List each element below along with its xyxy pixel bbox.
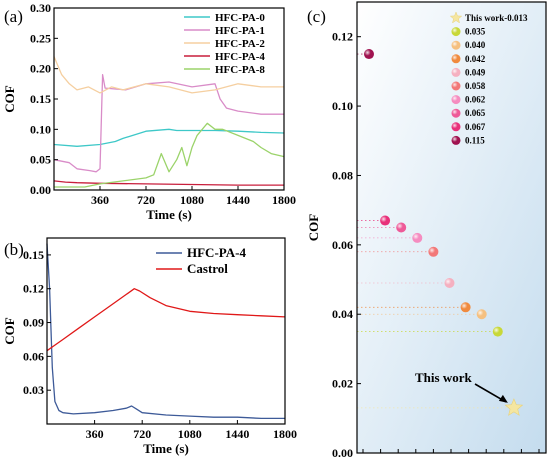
y-tick-label: 0.25 — [30, 31, 51, 45]
x-tick-label: 360 — [86, 427, 104, 441]
data-point-highlight — [364, 49, 374, 60]
panel-label: (a) — [4, 7, 23, 26]
plot-background — [357, 2, 546, 453]
x-tick-label: 720 — [133, 427, 151, 441]
legend-label: 0.040 — [465, 40, 486, 50]
x-tick-label: 1440 — [226, 193, 250, 207]
y-axis-label: COF — [2, 85, 17, 113]
y-tick-label: 0.15 — [30, 92, 51, 106]
y-tick-label: 0.05 — [30, 153, 51, 167]
data-point-highlight — [396, 222, 407, 233]
legend-swatch-highlight — [451, 81, 461, 91]
legend-swatch-highlight — [451, 108, 461, 118]
legend-label: 0.035 — [465, 27, 486, 37]
x-axis-label: Time (s) — [146, 207, 192, 222]
x-tick-label: 1080 — [180, 193, 204, 207]
y-tick-label: 0.20 — [30, 62, 51, 76]
series-line-hfc-pa-0 — [53, 128, 285, 147]
data-point-highlight — [412, 232, 423, 243]
x-tick-label: 1080 — [178, 427, 202, 441]
y-tick-label: 0.06 — [332, 238, 353, 252]
legend-label: HFC-PA-2 — [215, 38, 265, 50]
data-point-highlight — [476, 309, 487, 320]
legend-swatch-highlight — [451, 95, 461, 105]
series-line-castrol — [46, 288, 286, 352]
chart-panel-a: 360 720 1080 1440 1800 0.00 0.05 0.10 0.15 0.20 0.… — [2, 1, 296, 222]
plot-frame — [356, 1, 547, 454]
legend-label: 0.065 — [465, 108, 486, 118]
x-tick-label: 1800 — [273, 427, 297, 441]
y-tick-label: 0.10 — [332, 99, 353, 113]
data-point-star — [504, 398, 524, 416]
y-tick-label: 0.03 — [23, 383, 44, 397]
data-point-highlight — [492, 326, 503, 337]
y-tick-label: 0.12 — [332, 30, 353, 44]
legend-label: HFC-PA-0 — [215, 12, 265, 24]
y-tick-label: 0.00 — [30, 183, 51, 197]
legend-swatch-highlight — [451, 54, 461, 64]
y-tick-label: 0.06 — [23, 349, 44, 363]
series-line-hfc-pa-1 — [53, 74, 284, 173]
x-tick-label: 1440 — [225, 427, 249, 441]
data-point-highlight — [380, 215, 391, 226]
legend-label: This work-0.013 — [465, 13, 528, 23]
plot-frame — [46, 237, 286, 425]
legend-swatch-star — [449, 11, 463, 24]
y-tick-label: 0.15 — [23, 248, 44, 262]
y-tick-label: 0.09 — [23, 316, 44, 330]
x-tick-label: 720 — [137, 193, 155, 207]
y-tick-label: 0.04 — [332, 307, 353, 321]
legend-label: 0.058 — [465, 81, 486, 91]
legend-label: 0.067 — [465, 122, 486, 132]
chart-panel-b: 360 720 1080 1440 1800 0.03 0.06 0.09 0.12 0.15 Ti… — [2, 237, 297, 456]
legend-swatch-highlight — [451, 122, 461, 132]
y-tick-label: 0.08 — [332, 168, 353, 182]
data-point-highlight — [444, 278, 455, 289]
y-tick-label: 0.12 — [23, 282, 44, 296]
legend-label: HFC-PA-8 — [215, 64, 265, 76]
legend-swatch-highlight — [451, 40, 461, 50]
series-line-hfc-pa-4 — [46, 243, 285, 420]
x-tick-label: 360 — [91, 193, 109, 207]
legend-swatch-highlight — [451, 135, 461, 145]
series-line-hfc-pa-4 — [53, 180, 284, 186]
legend-label: HFC-PA-4 — [215, 51, 265, 63]
y-tick-label: 0.00 — [332, 446, 353, 460]
series-line-hfc-pa-2 — [53, 56, 284, 94]
annotation-label: This work — [415, 370, 472, 385]
legend-label: 0.062 — [465, 95, 486, 105]
legend-label: HFC-PA-1 — [215, 25, 265, 37]
panel-label: (c) — [307, 7, 326, 26]
legend-swatch-highlight — [451, 27, 461, 37]
panel-label: (b) — [4, 240, 24, 259]
y-axis-label: COF — [2, 317, 17, 345]
legend-label: 0.115 — [465, 135, 485, 145]
y-tick-label: 0.10 — [30, 122, 51, 136]
legend-label: Castrol — [187, 261, 228, 276]
y-tick-label: 0.30 — [30, 1, 51, 15]
legend-label: HFC-PA-4 — [187, 245, 246, 260]
series-line-hfc-pa-8 — [54, 122, 285, 188]
data-point-highlight — [428, 246, 439, 257]
y-tick-label: 0.02 — [332, 377, 353, 391]
x-tick-label: 1800 — [272, 193, 296, 207]
legend-label: 0.042 — [465, 54, 486, 64]
y-axis-label: COF — [306, 214, 321, 242]
x-axis-label: Time (s) — [143, 441, 189, 456]
legend-swatch-highlight — [451, 67, 461, 77]
data-point-highlight — [460, 302, 471, 313]
chart-panel-c: This work 0.00 0.02 0.04 0.06 0.08 0.10 0.12 COF… — [306, 1, 547, 460]
legend-label: 0.049 — [465, 67, 486, 77]
annotation-arrowhead — [498, 394, 508, 403]
